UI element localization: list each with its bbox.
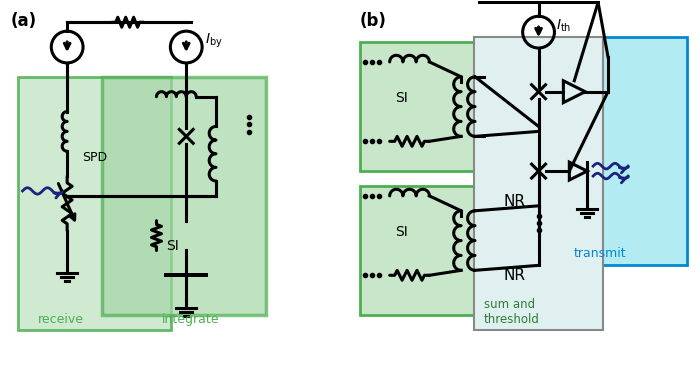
Text: SI: SI [395,91,407,105]
Text: integrate: integrate [162,313,219,326]
FancyBboxPatch shape [102,77,265,315]
Text: SI: SI [167,239,179,254]
Text: (a): (a) [10,12,36,30]
FancyBboxPatch shape [474,37,603,330]
Text: transmit: transmit [573,247,626,261]
FancyBboxPatch shape [360,186,479,315]
FancyBboxPatch shape [568,37,687,265]
Text: (b): (b) [360,12,387,30]
Text: $I_{\mathrm{th}}$: $I_{\mathrm{th}}$ [556,17,572,34]
FancyBboxPatch shape [360,42,479,171]
Text: SI: SI [395,225,407,239]
Text: NR: NR [504,268,526,283]
FancyBboxPatch shape [18,77,172,330]
Text: sum and
threshold: sum and threshold [484,298,540,326]
Text: $I_{\mathrm{by}}$: $I_{\mathrm{by}}$ [205,32,223,51]
Text: NR: NR [504,194,526,209]
Text: receive: receive [37,313,83,326]
Text: SPD: SPD [82,151,107,164]
